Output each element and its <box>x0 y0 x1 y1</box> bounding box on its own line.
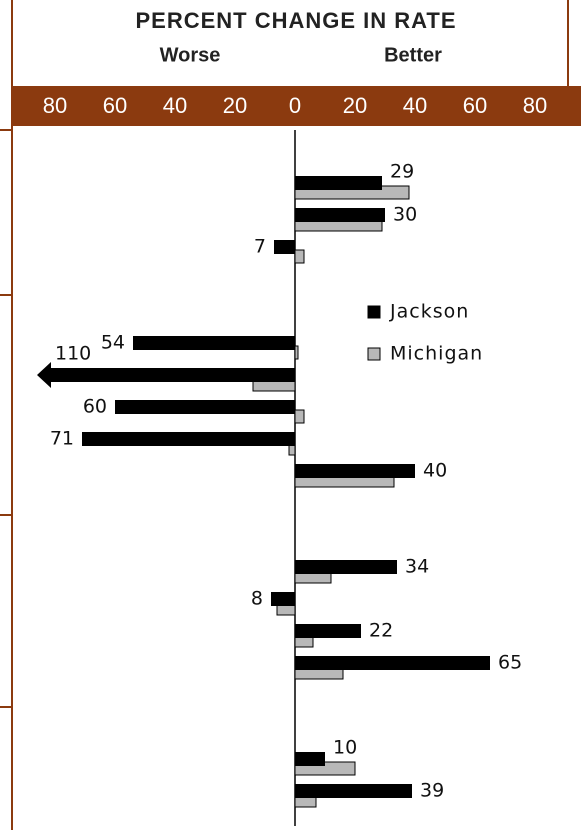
bar <box>271 592 295 606</box>
data-label: 60 <box>83 396 107 418</box>
bar <box>295 176 382 190</box>
legend-swatch <box>367 347 381 361</box>
x-tick-label: 40 <box>163 93 187 118</box>
data-label: 65 <box>498 652 522 674</box>
x-tick-label: 60 <box>463 93 487 118</box>
bar <box>295 464 415 478</box>
bar <box>274 240 295 254</box>
bar <box>294 409 305 424</box>
better-label: Better <box>384 44 442 66</box>
bar <box>82 432 295 446</box>
bar <box>294 249 305 264</box>
data-label: 10 <box>333 737 357 759</box>
bar <box>295 656 490 670</box>
bar-arrow <box>37 362 295 388</box>
bar <box>295 752 325 766</box>
x-tick-label: 20 <box>343 93 367 118</box>
bar <box>115 400 295 414</box>
worse-label: Worse <box>160 44 221 66</box>
data-label: 29 <box>390 161 414 183</box>
x-tick-label: 80 <box>523 93 547 118</box>
bar <box>295 624 361 638</box>
x-tick-label: 0 <box>289 93 301 118</box>
chart-title: PERCENT CHANGE IN RATE <box>135 8 456 33</box>
legend-label: Michigan <box>390 343 483 365</box>
bar <box>295 560 397 574</box>
bar <box>294 345 299 360</box>
data-label: 34 <box>405 556 429 578</box>
data-label: 22 <box>369 620 393 642</box>
data-label: 110 <box>55 343 91 365</box>
bar <box>295 784 412 798</box>
x-tick-label: 60 <box>103 93 127 118</box>
data-label: 40 <box>423 460 447 482</box>
data-label: 8 <box>251 588 263 610</box>
x-tick-label: 40 <box>403 93 427 118</box>
bar <box>133 336 295 350</box>
data-label: 30 <box>393 204 417 226</box>
data-label: 71 <box>50 428 74 450</box>
x-tick-label: 80 <box>43 93 67 118</box>
data-label: 54 <box>101 332 125 354</box>
bar <box>295 208 385 222</box>
legend-label: Jackson <box>389 301 469 323</box>
axis-band <box>12 86 581 126</box>
data-label: 39 <box>420 780 444 802</box>
legend-swatch <box>367 305 381 319</box>
data-label: 7 <box>254 236 266 258</box>
x-tick-label: 20 <box>223 93 247 118</box>
